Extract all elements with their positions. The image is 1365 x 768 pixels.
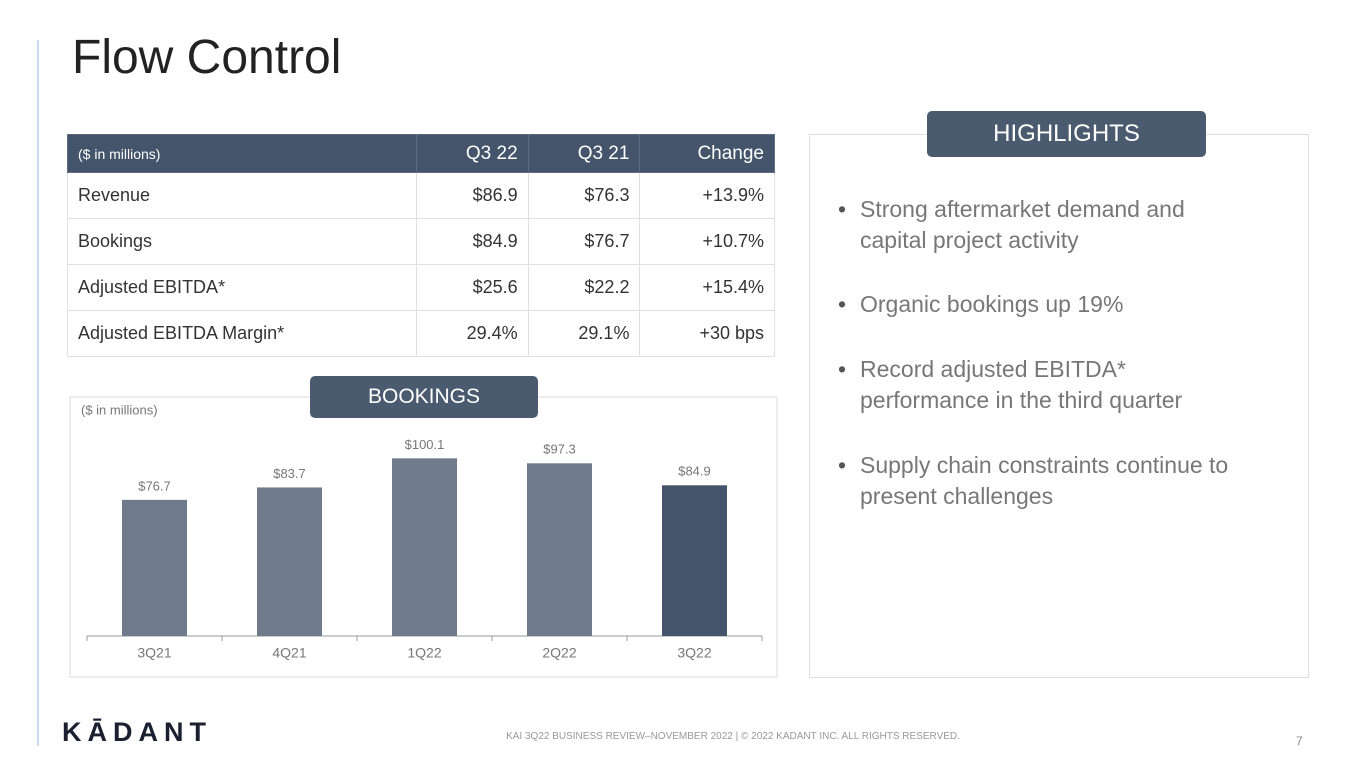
table-cell: $76.7 — [527, 218, 641, 265]
chart-title: BOOKINGS — [310, 376, 538, 418]
bar — [392, 458, 457, 636]
x-tick-label: 3Q21 — [137, 645, 171, 661]
table-row: Adjusted EBITDA Margin* 29.4% 29.1% +30 bps — [67, 310, 775, 357]
bullet-line: capital project activity — [860, 227, 1079, 253]
table-cell: +15.4% — [639, 264, 775, 311]
bar — [527, 463, 592, 636]
table-cell: 29.4% — [415, 310, 529, 357]
header-cell: Q3 22 — [415, 134, 529, 173]
header-cell: Change — [639, 134, 775, 173]
chart-subtitle: ($ in millions) — [81, 402, 158, 417]
bar — [257, 487, 322, 636]
value-label: $83.7 — [273, 466, 306, 481]
bullet-line: Strong aftermarket demand and — [860, 196, 1185, 222]
table-cell: +13.9% — [639, 172, 775, 219]
table-cell: Revenue — [67, 172, 417, 219]
table-cell: +30 bps — [639, 310, 775, 357]
header-cell: Q3 21 — [527, 134, 641, 173]
table-cell: 29.1% — [527, 310, 641, 357]
bullet: Organic bookings up 19% — [838, 289, 1123, 320]
bullet: Record adjusted EBITDA* performance in th… — [838, 354, 1182, 416]
x-tick-label: 2Q22 — [542, 645, 576, 661]
bullet: Supply chain constraints continue to pres… — [838, 450, 1228, 512]
footer-note: KAI 3Q22 BUSINESS REVIEW–NOVEMBER 2022 |… — [506, 731, 960, 742]
logo: KĀDANT — [62, 717, 212, 747]
table-row: Revenue $86.9 $76.3 +13.9% — [67, 172, 775, 219]
bullet-line: Record adjusted EBITDA* — [860, 356, 1126, 382]
table-cell: $76.3 — [527, 172, 641, 219]
x-tick-label: 3Q22 — [677, 645, 711, 661]
table-cell: $86.9 — [415, 172, 529, 219]
value-label: $100.1 — [405, 437, 445, 452]
page-number: 7 — [1296, 734, 1303, 748]
table-cell: Adjusted EBITDA Margin* — [67, 310, 417, 357]
bullet-line: performance in the third quarter — [860, 387, 1183, 413]
value-label: $84.9 — [678, 464, 711, 479]
header-row: ($ in millions) Q3 22 Q3 21 Change — [67, 134, 775, 173]
bullet: Strong aftermarket demand and capital pro… — [838, 194, 1185, 256]
table-cell: $22.2 — [527, 264, 641, 311]
accent-line — [37, 40, 39, 746]
bullet-line: Organic bookings up 19% — [860, 291, 1124, 317]
bullet-line: present challenges — [860, 483, 1054, 509]
highlights-title: HIGHLIGHTS — [927, 111, 1206, 157]
bar — [122, 499, 187, 636]
table-row: Bookings $84.9 $76.7 +10.7% — [67, 218, 775, 265]
value-label: $97.3 — [543, 442, 576, 457]
table-cell: $25.6 — [415, 264, 529, 311]
x-tick-label: 1Q22 — [407, 645, 441, 661]
header-cell: ($ in millions) — [67, 134, 417, 173]
x-tick-label: 4Q21 — [272, 645, 306, 661]
table-row: Adjusted EBITDA* $25.6 $22.2 +15.4% — [67, 264, 775, 311]
table-cell: Adjusted EBITDA* — [67, 264, 417, 311]
data-table: ($ in millions) Q3 22 Q3 21 Change Revenue $8… — [67, 134, 775, 357]
table-cell: +10.7% — [639, 218, 775, 265]
value-label: $76.7 — [138, 478, 171, 493]
slide-title: Flow Control — [72, 31, 342, 84]
bar — [662, 485, 727, 636]
bullet-line: Supply chain constraints continue to — [860, 452, 1229, 478]
